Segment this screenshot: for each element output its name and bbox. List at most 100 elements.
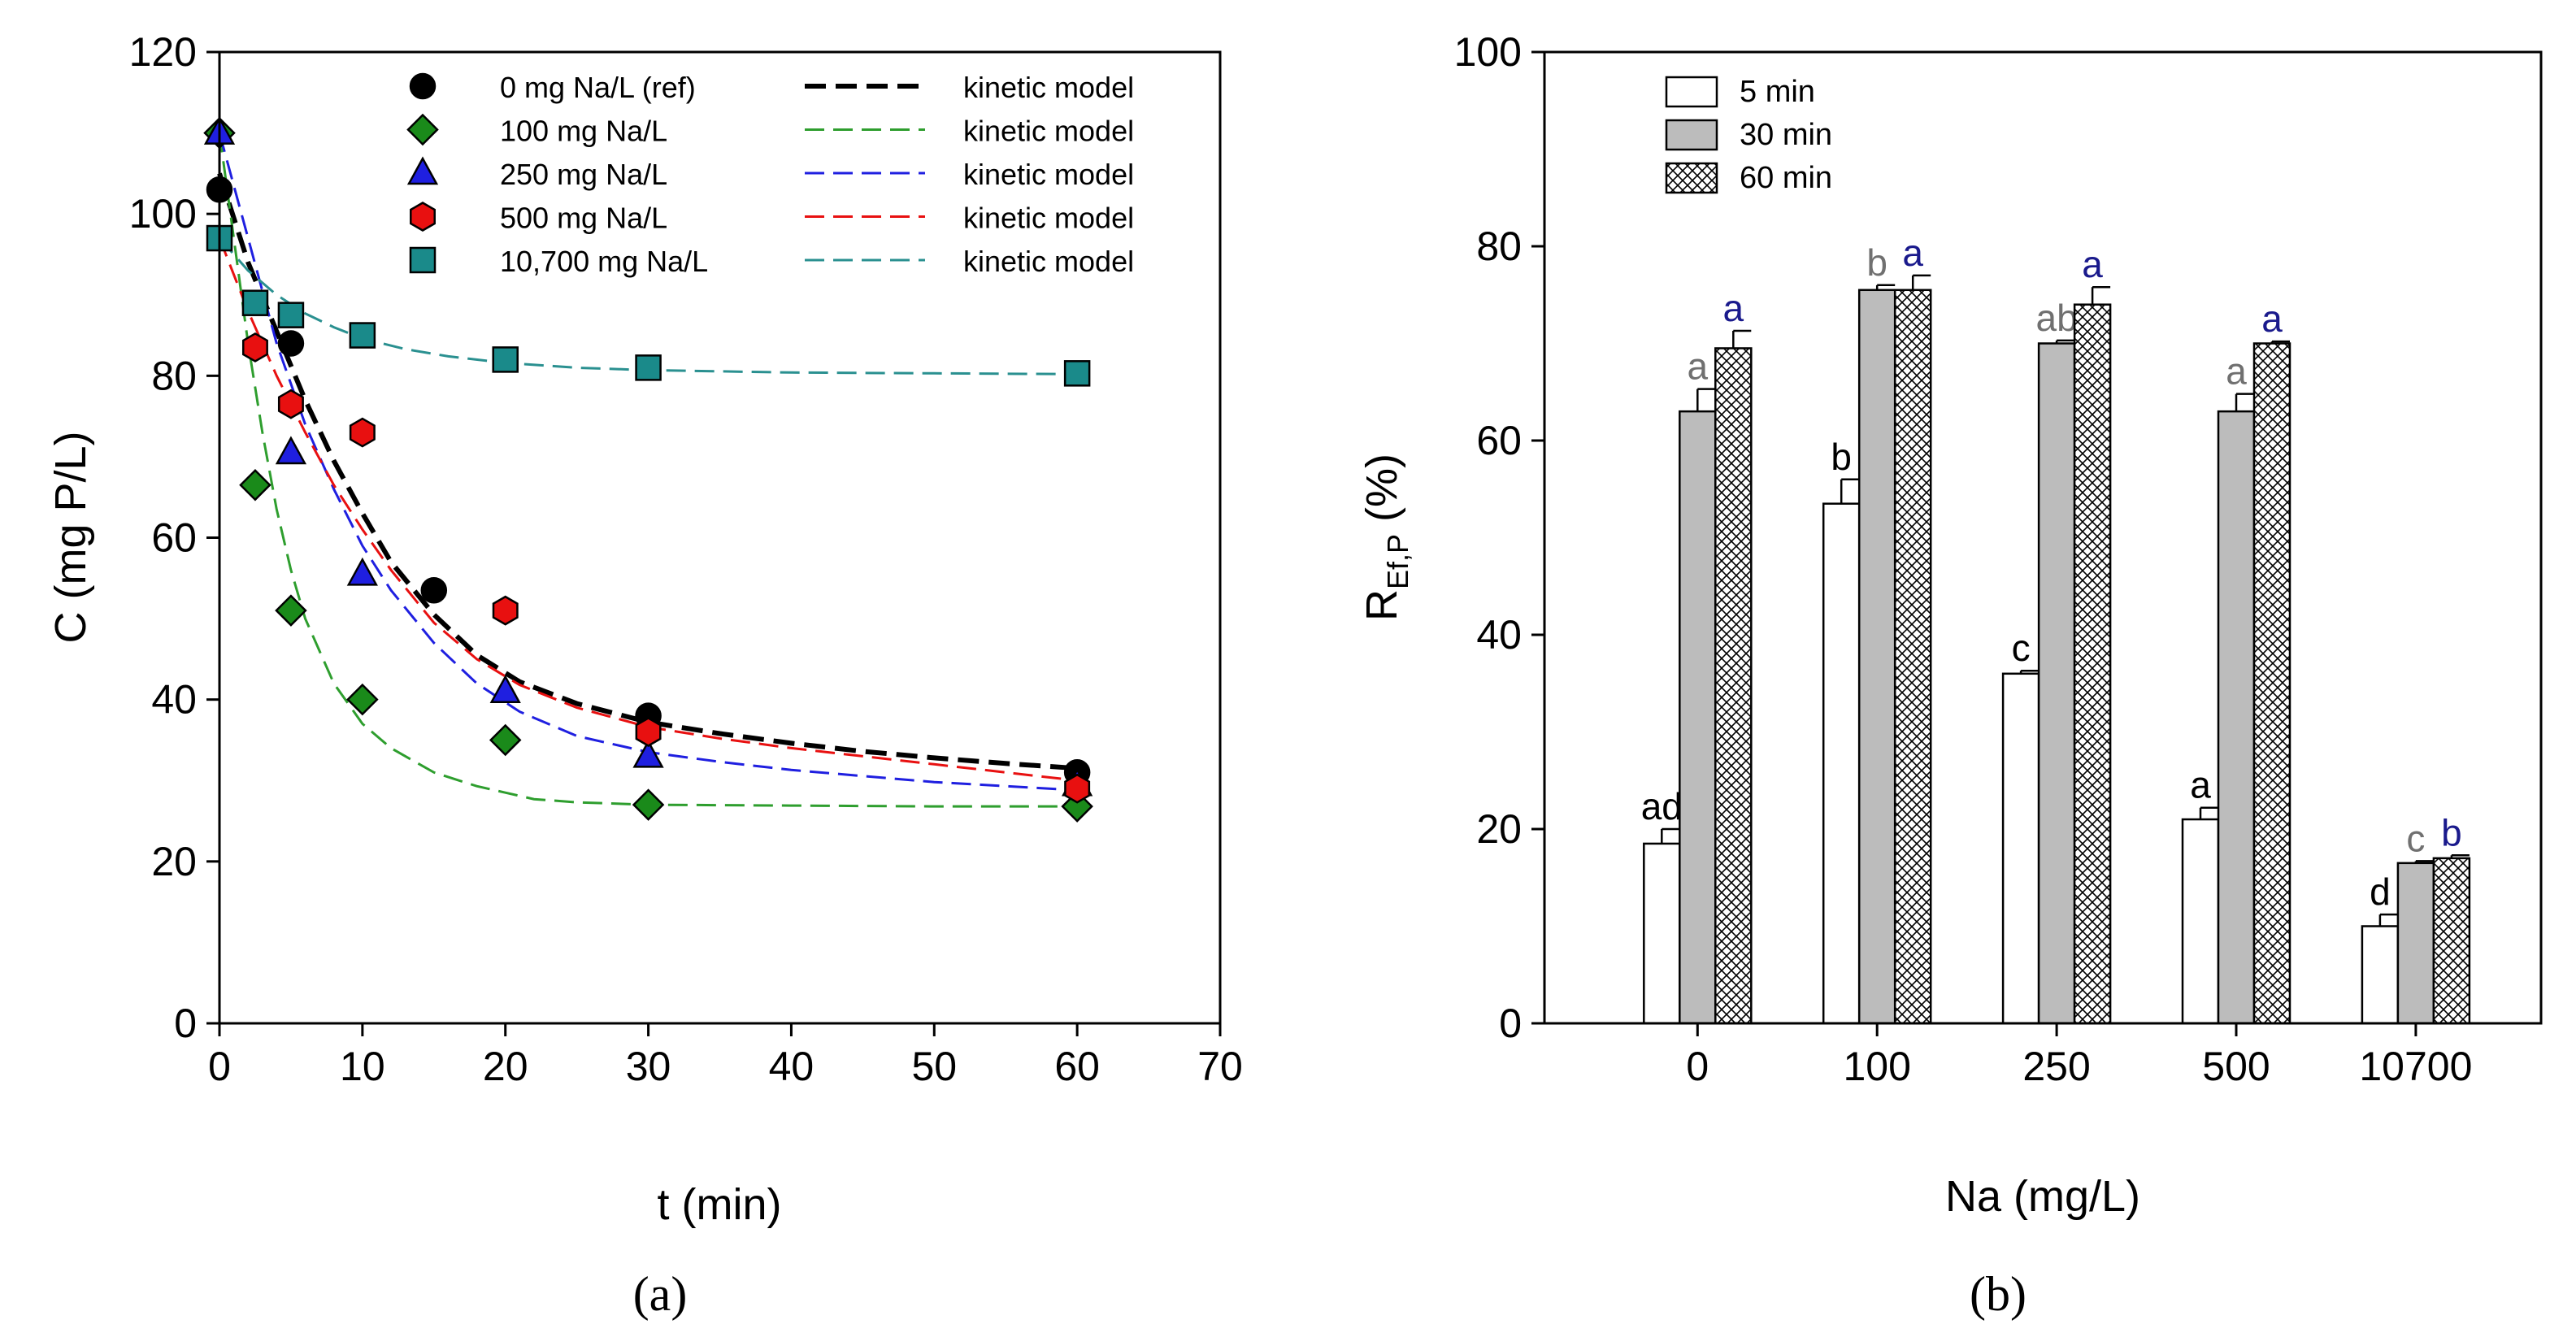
panel-a-plot-area [203, 115, 1093, 823]
x-tick-label: 10700 [2359, 1044, 2472, 1089]
bar [1714, 347, 1753, 1025]
legend-model-name: kinetic model [963, 158, 1134, 191]
bar [2217, 410, 2256, 1025]
x-tick-label: 0 [1686, 1044, 1709, 1089]
legend-series-name: 60 min [1740, 161, 1832, 195]
y-tick-label: 60 [151, 515, 197, 561]
y-tick-label: 120 [129, 29, 197, 75]
legend-series-name: 0 mg Na/L (ref) [500, 71, 696, 104]
bar [1643, 842, 1681, 1025]
significance-letter: a [1902, 232, 1923, 274]
legend-series-name: 5 min [1740, 75, 1815, 109]
legend-marker-square [409, 246, 437, 274]
bar [1857, 289, 1896, 1025]
significance-letter: c [2012, 627, 2031, 669]
panel-a-legend: 0 mg Na/L (ref) kinetic model 100 mg Na/L k… [406, 71, 1134, 278]
data-point-square [241, 289, 269, 316]
x-tick-label: 70 [1197, 1044, 1243, 1089]
significance-letter: c [2406, 817, 2425, 859]
legend-series-name: 500 mg Na/L [500, 202, 667, 235]
kinetic-model-line [217, 172, 1078, 771]
data-point-circle [277, 330, 305, 357]
panel-a-ticks: 0 10 20 30 40 50 60 70 0 20 40 60 80 100 120 [129, 29, 1243, 1089]
data-point-square [1063, 360, 1091, 387]
legend-series-name: 10,700 mg Na/L [500, 245, 708, 278]
data-point-circle [420, 576, 448, 604]
y-tick-label: 40 [151, 677, 197, 723]
significance-letter: ab [2036, 297, 2078, 339]
significance-letter: b [1866, 241, 1887, 284]
data-point-diamond [346, 683, 379, 716]
data-point-diamond [489, 723, 522, 757]
panel-b-y-axis-label: REf,P (%) [1358, 454, 1414, 621]
y-tick-label: 0 [174, 1001, 197, 1046]
data-point-square [635, 354, 662, 381]
panel-b-label: (b) [1970, 1267, 2026, 1321]
x-tick-label: 250 [2022, 1044, 2090, 1089]
panel-b-ticks: 0 20 40 60 80 100 0 100 250 500 10700 [1454, 29, 2473, 1089]
data-point-hexagon [492, 595, 519, 626]
panel-a-kinetics-chart: 0 10 20 30 40 50 60 70 0 20 40 60 80 100 120 0 mg Na/L… [46, 29, 1243, 1321]
panel-b-x-axis-label: Na (mg/L) [1945, 1172, 2140, 1221]
data-point-square [349, 322, 376, 349]
kinetic-model-line [218, 237, 1078, 782]
legend-swatch [1665, 76, 1718, 108]
bar [2396, 862, 2435, 1025]
y-tick-label: 80 [151, 353, 197, 398]
bar [2001, 672, 2040, 1025]
x-tick-label: 40 [769, 1044, 815, 1089]
x-tick-label: 500 [2202, 1044, 2270, 1089]
bar [2361, 925, 2400, 1025]
bar [2252, 342, 2291, 1025]
significance-letter: a [1723, 287, 1744, 329]
data-point-triangle [632, 739, 664, 768]
bar [2073, 303, 2112, 1025]
legend-model-name: kinetic model [963, 115, 1134, 148]
bar [2432, 857, 2471, 1025]
significance-letter: b [1831, 436, 1852, 478]
legend-marker-triangle [406, 156, 439, 185]
data-point-diamond [632, 788, 665, 821]
kinetic-model-line [218, 237, 1078, 376]
panel-b-legend: 5 min 30 min 60 min [1665, 75, 1832, 195]
significance-letter: b [2441, 811, 2462, 853]
x-tick-label: 50 [911, 1044, 957, 1089]
y-tick-label: 60 [1476, 418, 1522, 463]
y-tick-label: 40 [1476, 612, 1522, 658]
legend-model-name: kinetic model [963, 245, 1134, 278]
panel-a-x-axis-label: t (min) [658, 1180, 782, 1229]
x-tick-label: 100 [1843, 1044, 1910, 1089]
panel-b-y-axis-label-subscript: Ef,P [1381, 534, 1414, 589]
data-point-square [492, 346, 519, 373]
significance-letter: d [2370, 871, 2391, 913]
y-tick-label: 20 [1476, 806, 1522, 852]
x-tick-label: 0 [208, 1044, 231, 1089]
panel-a-label: (a) [633, 1267, 688, 1321]
data-point-hexagon [635, 717, 662, 747]
legend-swatch [1665, 119, 1718, 151]
data-point-diamond [275, 594, 307, 627]
y-tick-label: 20 [151, 839, 197, 884]
legend-marker-circle [409, 72, 437, 100]
bar [1893, 289, 1932, 1025]
bar [2181, 818, 2220, 1025]
data-point-triangle [489, 675, 521, 703]
panel-b-y-axis-label-suffix: (%) [1358, 454, 1406, 534]
significance-letter: a [2261, 297, 2283, 340]
legend-series-name: 100 mg Na/L [500, 115, 667, 148]
data-point-hexagon [241, 332, 268, 363]
legend-marker-diamond [406, 113, 439, 146]
panel-a-axes-frame [218, 50, 1222, 1025]
bar [2037, 342, 2076, 1025]
kinetic-model-line [218, 132, 1078, 792]
significance-letter: a [2226, 350, 2247, 393]
y-tick-label: 0 [1499, 1001, 1522, 1046]
data-point-hexagon [349, 417, 376, 448]
significance-letter: a [2190, 764, 2211, 806]
legend-marker-hexagon [410, 202, 436, 232]
x-tick-label: 10 [340, 1044, 385, 1089]
x-tick-label: 30 [626, 1044, 671, 1089]
